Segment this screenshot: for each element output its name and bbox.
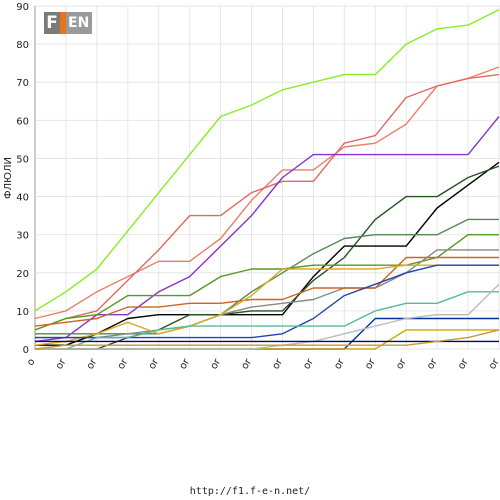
series-line-6 xyxy=(35,165,500,350)
f1en-logo: F EN xyxy=(44,11,93,35)
x-tick-label: or xyxy=(178,356,193,371)
y-tick-label: 10 xyxy=(16,307,29,318)
x-tick-label: or xyxy=(363,356,378,371)
x-tick-label: or xyxy=(301,356,316,371)
x-tick-label: or xyxy=(85,356,100,371)
series-line-4 xyxy=(34,116,500,343)
x-tick-label: or xyxy=(456,356,471,371)
series-line-9 xyxy=(35,249,499,339)
x-tick-label: or xyxy=(239,356,254,371)
x-tick-labels: o or or or or or or or or or or or or or or or xyxy=(25,356,500,371)
y-tick-label: 30 xyxy=(16,231,29,242)
x-tick-label: or xyxy=(147,356,162,371)
y-tick-label: 40 xyxy=(16,193,29,204)
series-line-5 xyxy=(35,161,500,346)
y-tick-labels: 0 10 20 30 40 50 60 70 80 90 xyxy=(16,2,29,356)
y-tick-label: 80 xyxy=(16,40,29,51)
series-line-13 xyxy=(35,291,499,350)
series-lines xyxy=(34,9,500,350)
footer-url[interactable]: http://f1.f-e-n.net/ xyxy=(189,486,311,497)
x-tick-label: o xyxy=(25,357,38,368)
logo-mark: F EN xyxy=(44,12,93,34)
y-axis-label: ФЛЮЛИ xyxy=(3,157,14,199)
y-tick-label: 70 xyxy=(16,78,29,89)
y-tick-label: 0 xyxy=(23,345,29,356)
y-tick-label: 20 xyxy=(16,269,29,280)
x-tick-label: or xyxy=(116,356,131,371)
x-tick-label: or xyxy=(394,356,409,371)
y-tick-label: 50 xyxy=(16,154,29,165)
y-tick-label: 90 xyxy=(16,2,29,13)
y-tick-label: 60 xyxy=(16,116,29,127)
series-line-18 xyxy=(34,329,500,350)
x-tick-label: or xyxy=(425,356,440,371)
series-line-3 xyxy=(34,73,500,331)
x-tick-label: or xyxy=(270,356,285,371)
plot-area xyxy=(34,5,500,350)
x-tick-label: or xyxy=(332,356,347,371)
series-line-16 xyxy=(35,283,500,350)
x-tick-label: or xyxy=(54,356,69,371)
x-tick-label: or xyxy=(209,356,224,371)
series-line-11 xyxy=(34,264,499,346)
series-line-2 xyxy=(34,66,500,320)
series-line-1 xyxy=(34,9,500,312)
x-tick-label: or xyxy=(487,356,500,371)
series-line-10 xyxy=(34,256,499,327)
